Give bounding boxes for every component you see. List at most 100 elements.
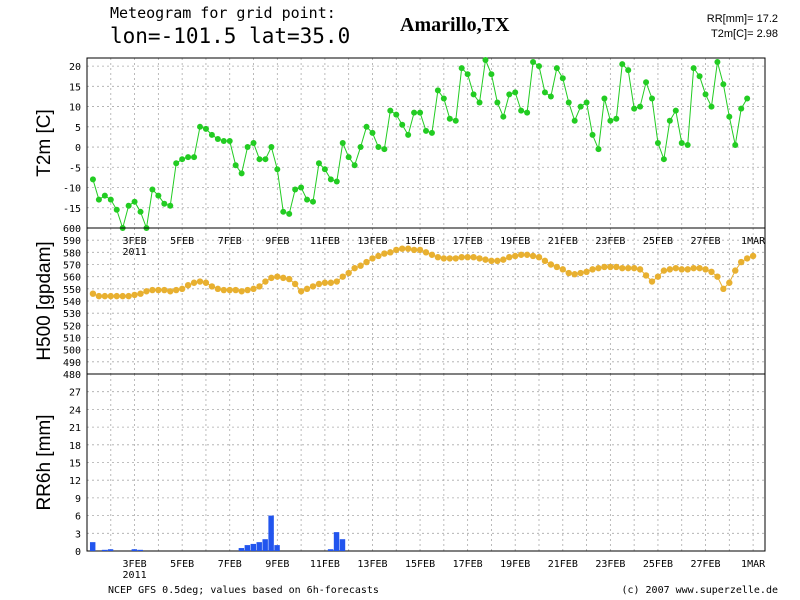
data-point [333, 278, 340, 285]
x-tick-label: 15FEB [405, 236, 435, 247]
data-point [482, 256, 489, 263]
y-axis-label: H500 [gpdam] [34, 241, 55, 360]
data-point [232, 286, 239, 294]
y-tick-label: 27 [69, 388, 81, 399]
data-point [369, 129, 376, 136]
x-tick-label: 13FEB [357, 559, 387, 570]
data-point [684, 266, 691, 273]
y-tick-label: 510 [63, 334, 81, 345]
data-point [553, 263, 561, 271]
data-point [315, 280, 323, 288]
data-point [113, 292, 120, 300]
data-point [589, 266, 596, 273]
data-point [202, 125, 209, 132]
y-tick-label: 530 [63, 309, 81, 320]
x-tick-label: 15FEB [405, 559, 435, 570]
data-point [101, 292, 109, 300]
data-point [660, 267, 668, 274]
data-point [417, 109, 424, 116]
data-point [196, 278, 204, 285]
data-point [488, 257, 495, 265]
data-point [286, 210, 293, 217]
data-point [613, 115, 620, 122]
data-point [89, 290, 97, 297]
location-title: Amarillo,TX [400, 14, 510, 36]
data-point [304, 196, 311, 203]
data-point [565, 269, 572, 277]
x-tick-label: 3FEB [123, 236, 147, 247]
y-tick-label: 550 [63, 285, 81, 296]
x-tick-label: 9FEB [265, 236, 289, 247]
data-point [726, 279, 733, 286]
data-point [226, 286, 233, 294]
data-point [339, 273, 346, 280]
data-point [571, 271, 578, 278]
stat-t2m: T2m[C]= 2.98 [711, 28, 778, 40]
data-point [185, 154, 192, 161]
data-point [577, 103, 584, 110]
data-point [411, 109, 418, 116]
data-point [648, 278, 656, 285]
precip-bar [327, 549, 334, 551]
x-tick-label: 5FEB [170, 559, 194, 570]
data-point [250, 285, 257, 293]
data-point [381, 146, 388, 153]
data-point [333, 178, 340, 185]
data-point [393, 246, 400, 254]
data-point [291, 280, 299, 288]
data-point [339, 140, 346, 146]
data-point [452, 117, 459, 124]
data-point [607, 117, 614, 124]
precip-bar [89, 542, 96, 551]
data-point [274, 166, 281, 173]
data-point [583, 99, 590, 106]
precip-bar [274, 545, 280, 551]
y-tick-label: 15 [69, 459, 81, 470]
x-tick-label: 7FEB [218, 559, 242, 570]
data-point [167, 288, 174, 295]
x-tick-label: 25FEB [643, 236, 673, 247]
data-point [107, 292, 114, 300]
precip-bar [137, 549, 143, 551]
x-tick-label: 7FEB [218, 236, 242, 247]
data-point [357, 144, 364, 151]
y-tick-label: -5 [69, 163, 81, 174]
data-point [625, 264, 632, 272]
data-point [524, 109, 531, 116]
data-point [95, 292, 103, 300]
y-tick-label: 21 [69, 423, 81, 434]
data-point [208, 283, 216, 290]
data-point [274, 273, 281, 280]
data-point [321, 279, 329, 286]
data-point [286, 275, 293, 283]
data-point [351, 162, 358, 169]
data-point [470, 254, 477, 261]
data-point [393, 111, 400, 118]
data-point [101, 192, 108, 199]
data-point [309, 283, 317, 290]
data-point [446, 115, 453, 122]
data-point [345, 154, 352, 161]
data-point [512, 89, 519, 96]
data-point [672, 107, 679, 114]
data-point [684, 142, 691, 149]
x-year-label: 2011 [123, 247, 147, 258]
data-point [619, 264, 626, 272]
data-point [244, 286, 251, 294]
x-tick-label: 25FEB [643, 559, 673, 570]
precip-bar [131, 549, 138, 551]
data-point [529, 252, 537, 260]
data-point [500, 256, 507, 263]
data-point [637, 103, 644, 110]
data-point [743, 255, 751, 262]
data-point [535, 254, 543, 261]
precip-bar [107, 549, 114, 551]
data-point [363, 258, 370, 266]
data-point [643, 79, 650, 86]
data-point [660, 156, 667, 163]
data-point [298, 184, 305, 191]
data-point [191, 154, 198, 161]
precip-bar [256, 542, 262, 551]
data-point [506, 254, 513, 261]
header-line1: Meteogram for grid point: [110, 4, 336, 22]
